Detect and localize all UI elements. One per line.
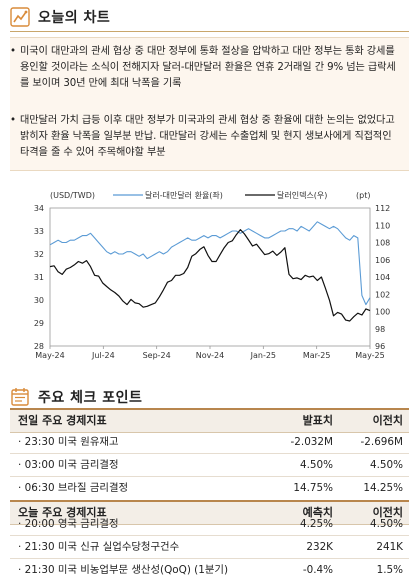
line-chart-icon [10, 7, 30, 27]
x-tick-label: Nov-24 [196, 351, 224, 360]
table-header-today: 오늘 주요 경제지표 예측치 이전치 [10, 500, 409, 525]
y-left-tick-label: 34 [34, 204, 44, 213]
row-divider [10, 453, 409, 454]
bullet-dot: • [10, 46, 16, 57]
x-tick-label: Mar-25 [303, 351, 331, 360]
y-right-tick-label: 108 [375, 239, 390, 248]
y-left-tick-label: 32 [34, 250, 44, 259]
row-divider [10, 558, 409, 559]
legend-label-fx: 달러-대만달러 환율(좌) [145, 190, 223, 200]
indicator-name: · 21:30 미국 비농업부문 생산성(QoQ) (1분기) [18, 564, 229, 576]
indicator-name: · 03:00 미국 금리결정 [18, 459, 119, 471]
y-right-tick-label: 96 [375, 342, 385, 351]
section-title: 주요 체크 포인트 [38, 390, 143, 406]
calendar-icon [11, 388, 29, 406]
right-axis-unit: (pt) [356, 191, 370, 200]
actual-value: -2.032M [290, 436, 333, 448]
series-line-usd-twd [49, 221, 371, 306]
section-header-checkpoints: 주요 체크 포인트 [10, 387, 142, 407]
y-right-tick-label: 110 [375, 221, 390, 230]
row-divider [10, 535, 409, 536]
bullet-dot: • [10, 115, 16, 126]
x-tick-label: Jul-24 [91, 351, 115, 360]
bullet-item: • 대만달러 가치 급등 이후 대만 정부가 미국과의 관세 협상 중 환율에 … [10, 113, 403, 161]
column-header: 전일 주요 경제지표 [18, 414, 107, 427]
y-left-tick-label: 28 [34, 342, 44, 351]
y-right-tick-label: 98 [375, 325, 385, 334]
indicator-name: · 23:30 미국 원유재고 [18, 436, 119, 448]
series-line-dollar-index [49, 228, 371, 322]
table-row: · 06:30 브라질 금리결정 14.75% 14.25% [10, 477, 409, 499]
previous-value: 4.50% [369, 459, 403, 471]
section-title: 오늘의 차트 [38, 10, 111, 26]
chart-container: (USD/TWD) (pt) 달러-대만달러 환율(좌) 달러인덱스(우) 28… [10, 184, 409, 364]
y-left-tick-label: 30 [34, 296, 44, 305]
forecast-value: 4.25% [299, 518, 333, 530]
section-header-todays-chart: 오늘의 차트 [10, 7, 110, 27]
bullet-item: • 미국이 대만과의 관세 협상 중 대만 정부에 통화 절상을 압박하고 대만… [10, 44, 403, 92]
previous-value: 4.50% [369, 518, 403, 530]
previous-value: 241K [376, 541, 403, 553]
row-divider [10, 476, 409, 477]
column-header: 발표치 [302, 414, 333, 427]
x-tick-label: Sep-24 [143, 351, 171, 360]
table-row: · 21:30 미국 신규 실업수당청구건수 232K 241K [10, 536, 409, 558]
table-row: · 21:30 미국 비농업부문 생산성(QoQ) (1분기) -0.4% 1.… [10, 559, 409, 581]
actual-value: 14.75% [293, 482, 333, 494]
table-row: · 03:00 미국 금리결정 4.50% 4.50% [10, 454, 409, 476]
y-left-tick-label: 29 [34, 319, 44, 328]
y-right-tick-label: 102 [375, 290, 390, 299]
forecast-value: -0.4% [302, 564, 333, 576]
y-left-tick-label: 33 [34, 227, 44, 236]
y-left-tick-label: 31 [34, 273, 44, 282]
x-tick-label: Jan-25 [250, 351, 276, 360]
section-divider [10, 31, 409, 32]
y-right-tick-label: 100 [375, 308, 390, 317]
column-header: 이전치 [372, 506, 403, 519]
y-right-tick-label: 104 [375, 273, 390, 282]
indicator-name: · 21:30 미국 신규 실업수당청구건수 [18, 541, 180, 553]
forecast-value: 232K [306, 541, 333, 553]
x-tick-label: May-25 [355, 351, 384, 360]
actual-value: 4.50% [299, 459, 333, 471]
y-right-tick-label: 106 [375, 256, 390, 265]
bullet-text: 미국이 대만과의 관세 협상 중 대만 정부에 통화 절상을 압박하고 대만 정… [20, 46, 396, 89]
legend-label-dxy: 달러인덱스(우) [277, 190, 327, 200]
x-tick-label: May-24 [35, 351, 64, 360]
column-header: 예측치 [302, 506, 333, 519]
table-row: · 23:30 미국 원유재고 -2.032M -2.696M [10, 431, 409, 453]
summary-box [10, 37, 409, 171]
indicator-name: · 06:30 브라질 금리결정 [18, 482, 129, 494]
column-header: 오늘 주요 경제지표 [18, 506, 107, 519]
table-row: · 20:00 영국 금리결정 4.25% 4.50% [10, 513, 409, 535]
previous-value: -2.696M [360, 436, 403, 448]
indicator-name: · 20:00 영국 금리결정 [18, 518, 119, 530]
y-right-tick-label: 112 [375, 204, 390, 213]
column-header: 이전치 [372, 414, 403, 427]
left-axis-unit: (USD/TWD) [50, 191, 95, 200]
dual-axis-line-chart: (USD/TWD) (pt) 달러-대만달러 환율(좌) 달러인덱스(우) 28… [34, 190, 390, 360]
previous-value: 14.25% [363, 482, 403, 494]
previous-value: 1.5% [376, 564, 403, 576]
bullet-text: 대만달러 가치 급등 이후 대만 정부가 미국과의 관세 협상 중 환율에 대한… [20, 115, 395, 158]
table-header-previous: 전일 주요 경제지표 발표치 이전치 [10, 408, 409, 433]
